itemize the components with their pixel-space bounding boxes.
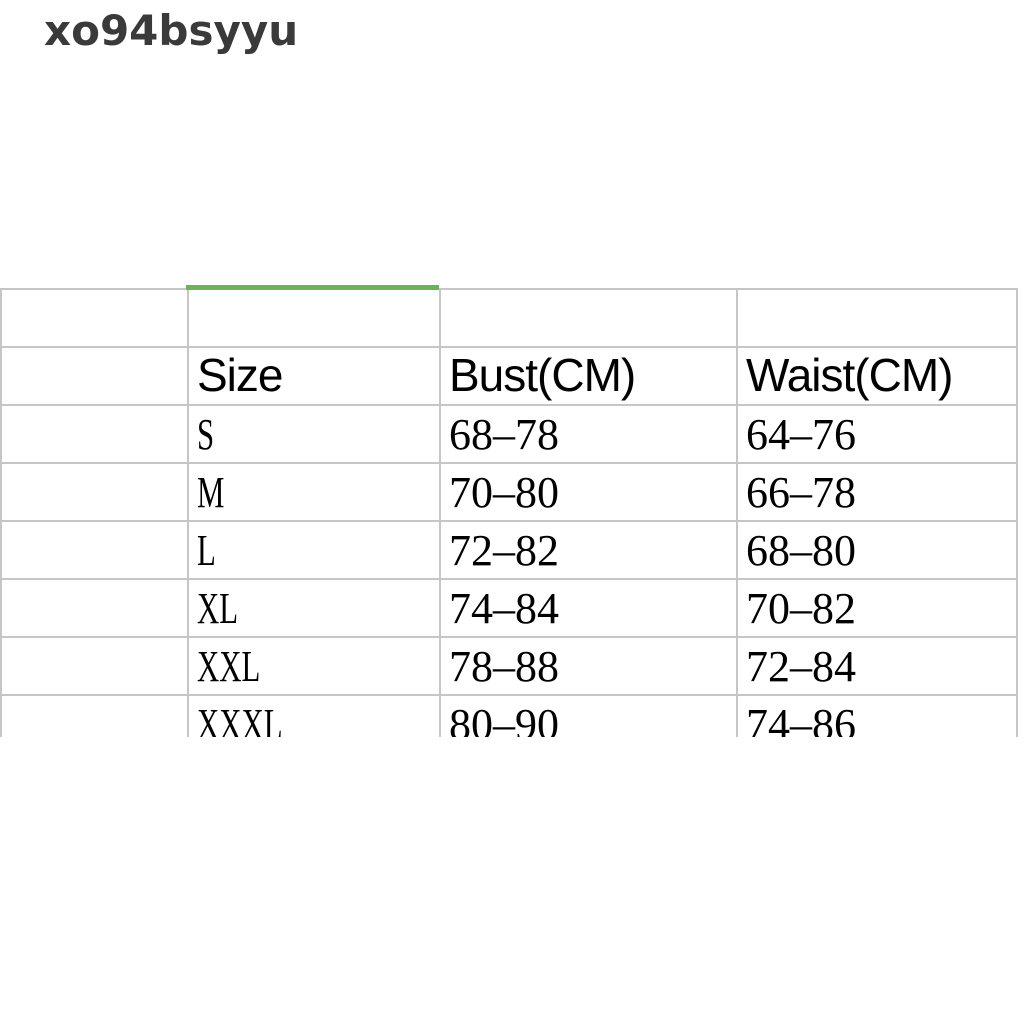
- waist-value: 70–82: [746, 584, 856, 633]
- size-value: L: [197, 526, 216, 575]
- bust-value: 74–84: [449, 584, 559, 633]
- bust-value: 72–82: [449, 526, 559, 575]
- empty-cell: [0, 288, 189, 348]
- size-cell: M: [187, 462, 441, 522]
- cell-selection-top-border: [186, 285, 439, 290]
- empty-cell: [736, 288, 1018, 348]
- empty-cell: [0, 404, 189, 464]
- waist-cell: 66–78: [736, 462, 1018, 522]
- col-header-bust: Bust(CM): [439, 346, 738, 406]
- size-value: M: [197, 468, 225, 517]
- empty-cell: [0, 636, 189, 696]
- bust-value: 78–88: [449, 642, 559, 691]
- table-row: S 68–78 64–76: [0, 404, 1018, 464]
- bust-value: 70–80: [449, 468, 559, 517]
- spacer-row: [0, 288, 1018, 348]
- col-header-size-label: Size: [197, 349, 283, 401]
- size-value: XXXL: [197, 700, 283, 737]
- bust-cell: 80–90: [439, 694, 738, 737]
- waist-cell: 64–76: [736, 404, 1018, 464]
- table-row: L 72–82 68–80: [0, 520, 1018, 580]
- size-value: XL: [197, 584, 239, 633]
- size-cell: S: [187, 404, 441, 464]
- waist-value: 68–80: [746, 526, 856, 575]
- empty-cell: [0, 694, 189, 737]
- col-header-waist-label: Waist(CM): [746, 349, 953, 401]
- bust-cell: 74–84: [439, 578, 738, 638]
- waist-value: 72–84: [746, 642, 856, 691]
- table-row: M 70–80 66–78: [0, 462, 1018, 522]
- size-chart-table: Size Bust(CM) Waist(CM) S 68–78 64–76 M …: [0, 288, 1018, 737]
- bust-cell: 78–88: [439, 636, 738, 696]
- size-cell: XL: [187, 578, 441, 638]
- waist-cell: 68–80: [736, 520, 1018, 580]
- waist-cell: 74–86: [736, 694, 1018, 737]
- waist-cell: 70–82: [736, 578, 1018, 638]
- bust-value: 80–90: [449, 700, 559, 737]
- size-cell: XXL: [187, 636, 441, 696]
- size-cell: XXXL: [187, 694, 441, 737]
- size-value: S: [197, 410, 215, 459]
- waist-cell: 72–84: [736, 636, 1018, 696]
- bust-cell: 70–80: [439, 462, 738, 522]
- size-cell: L: [187, 520, 441, 580]
- col-header-size: Size: [187, 346, 441, 406]
- size-chart-sheet: Size Bust(CM) Waist(CM) S 68–78 64–76 M …: [0, 288, 1018, 737]
- header-row: Size Bust(CM) Waist(CM): [0, 346, 1018, 406]
- bust-value: 68–78: [449, 410, 559, 459]
- table-row: XXXL 80–90 74–86: [0, 694, 1018, 737]
- col-header-bust-label: Bust(CM): [449, 349, 636, 401]
- waist-value: 64–76: [746, 410, 856, 459]
- bust-cell: 72–82: [439, 520, 738, 580]
- empty-cell: [0, 578, 189, 638]
- empty-cell: [0, 346, 189, 406]
- bust-cell: 68–78: [439, 404, 738, 464]
- empty-cell: [0, 520, 189, 580]
- size-value: XXL: [197, 642, 261, 691]
- table-row: XXL 78–88 72–84: [0, 636, 1018, 696]
- table-row: XL 74–84 70–82: [0, 578, 1018, 638]
- watermark-text: xo94bsyyu: [44, 6, 299, 55]
- col-header-waist: Waist(CM): [736, 346, 1018, 406]
- empty-cell: [0, 462, 189, 522]
- waist-value: 74–86: [746, 700, 856, 737]
- waist-value: 66–78: [746, 468, 856, 517]
- empty-cell: [187, 288, 441, 348]
- empty-cell: [439, 288, 738, 348]
